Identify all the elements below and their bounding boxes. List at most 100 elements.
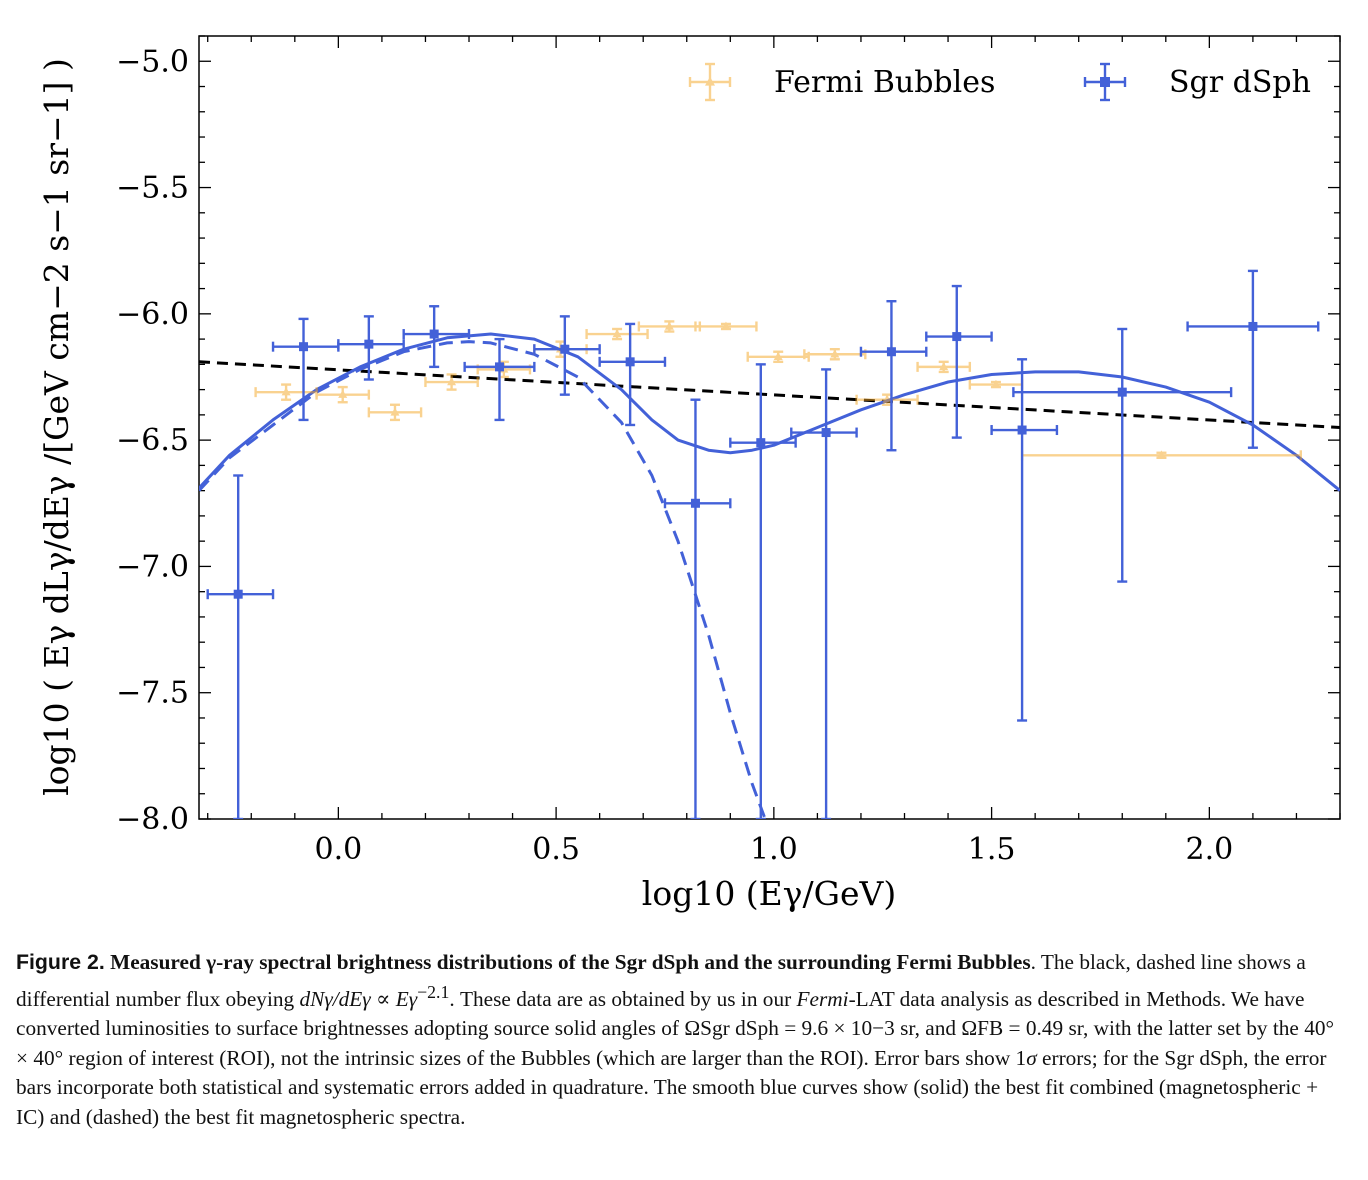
sgr-dsph-point [990, 358, 1059, 722]
caption-formula-exponent: −2.1 [417, 981, 450, 1002]
x-tick-labels: 0.0 0.5 1.0 1.5 2.0 [314, 832, 1233, 867]
y-axis-label: log10 ( Eγ dLγ/dEγ /[GeV cm−2 s−1 sr−1] … [37, 58, 76, 796]
fermi-bubbles-point [315, 385, 371, 404]
fermi-bubbles-point [585, 327, 649, 341]
x-axis-label: log10 (Eγ/GeV) [642, 874, 896, 913]
fermi-bubbles-point [694, 321, 758, 332]
marker [447, 377, 457, 386]
fermi-bubbles-point [424, 373, 479, 391]
marker [690, 498, 700, 508]
spectrum-chart: 0.0 0.5 1.0 1.5 2.0 −5.0 −5.5 −6.0 −6.5 −7.0 −7.5… [37, 35, 1341, 913]
marker [882, 394, 892, 403]
marker [494, 362, 504, 372]
y-tick-label: −5.0 [116, 44, 189, 79]
marker [1017, 425, 1027, 435]
sgr-dsph-point [925, 284, 993, 439]
marker [1117, 387, 1127, 397]
marker [612, 329, 622, 338]
figure: 0.0 0.5 1.0 1.5 2.0 −5.0 −5.5 −6.0 −6.5 −7.0 −7.5… [37, 35, 1341, 913]
marker [821, 428, 831, 438]
caption-formula: dNγ/dEγ ∝ Eγ [299, 986, 418, 1011]
marker [625, 357, 635, 367]
sgr-dsph-point [598, 322, 667, 427]
marker [830, 349, 840, 358]
caption-text-2: . These data are as obtained by us in ou… [449, 986, 797, 1011]
marker [952, 332, 962, 342]
marker [756, 438, 766, 448]
sgr-dsph-point [729, 363, 797, 819]
marker [364, 339, 374, 349]
legend-marker [1100, 77, 1110, 87]
marker [721, 321, 731, 330]
marker [281, 387, 291, 396]
caption-omega-fb: ΩFB = 0.49 sr [961, 1016, 1084, 1041]
marker [338, 389, 348, 398]
marker [939, 362, 949, 371]
caption-text-6: errors; for the Sgr dSph, the error bars… [16, 1045, 1327, 1129]
legend-entry [1083, 62, 1127, 102]
marker [560, 344, 570, 354]
legend-label: Fermi Bubbles [774, 65, 995, 100]
marker [233, 589, 243, 599]
y-tick-label: −6.5 [116, 423, 189, 458]
caption-text-5: , with the latter set by the 40° × 40° r… [16, 1016, 1335, 1070]
legend-entry [688, 62, 732, 102]
legend-marker [705, 76, 715, 86]
marker [1248, 321, 1258, 331]
marker [299, 342, 309, 352]
combined-fit-line [199, 332, 1340, 492]
caption-text-4: , and [914, 1016, 962, 1041]
figure-caption: Figure 2. Measured γ-ray spectral bright… [16, 948, 1351, 1132]
x-tick-label: 1.0 [750, 832, 798, 867]
fermi-bubbles-point [637, 320, 702, 333]
sgr-dsph-point [402, 305, 471, 369]
y-tick-label: −7.0 [116, 549, 189, 584]
data-points [206, 269, 1320, 819]
plot-frame [198, 35, 1341, 820]
fermi-bubbles-series [254, 320, 1303, 461]
marker [429, 329, 439, 339]
sgr-dsph-point [859, 300, 928, 452]
fermi-bubbles-point [855, 393, 919, 406]
sgr-dsph-point [663, 398, 732, 819]
x-tick-label: 1.5 [968, 832, 1016, 867]
sgr-dsph-point [1012, 327, 1233, 583]
sgr-dsph-point [463, 337, 536, 422]
caption-figure-number: Figure 2. [16, 950, 105, 974]
y-tick-labels: −5.0 −5.5 −6.0 −6.5 −7.0 −7.5 −8.0 [116, 44, 189, 837]
marker [1156, 450, 1166, 459]
magnetospheric-fit-line [199, 340, 767, 819]
fermi-bubbles-point [367, 403, 423, 422]
fermi-bubbles-point [916, 360, 972, 374]
x-tick-label: 2.0 [1185, 832, 1233, 867]
sgr-dsph-point [206, 474, 275, 819]
power-law-line [199, 360, 1340, 429]
marker [886, 347, 896, 357]
caption-sigma: σ [1026, 1045, 1037, 1070]
sgr-dsph-point [1186, 269, 1320, 449]
legend: Fermi Bubbles Sgr dSph [688, 62, 1311, 102]
marker [991, 379, 1001, 388]
caption-title: Measured γ-ray spectral brightness distr… [110, 950, 1031, 974]
sgr-dsph-series [206, 269, 1320, 819]
marker [773, 351, 783, 361]
fermi-bubbles-point [1020, 450, 1303, 461]
sgr-dsph-point [533, 315, 601, 396]
y-tick-label: −5.5 [116, 171, 189, 206]
legend-label: Sgr dSph [1169, 65, 1311, 100]
sgr-dsph-point [337, 315, 405, 381]
caption-omega-sgr: ΩSgr dSph = 9.6 × 10−3 sr [684, 1016, 915, 1041]
marker [390, 407, 400, 416]
marker [664, 321, 674, 330]
caption-text-3: -LAT data analysis as described in Metho… [16, 986, 1305, 1041]
fermi-bubbles-point [803, 348, 867, 361]
y-tick-label: −7.5 [116, 676, 189, 711]
y-tick-label: −8.0 [116, 802, 189, 837]
x-tick-label: 0.0 [314, 832, 362, 867]
caption-text-1: . The black, dashed line shows a differe… [16, 950, 1306, 1011]
x-tick-label: 0.5 [532, 832, 580, 867]
fermi-bubbles-point [746, 350, 810, 364]
axis-ticks [199, 35, 1341, 820]
fit-lines [199, 332, 1340, 819]
caption-fermi: Fermi [796, 986, 849, 1011]
